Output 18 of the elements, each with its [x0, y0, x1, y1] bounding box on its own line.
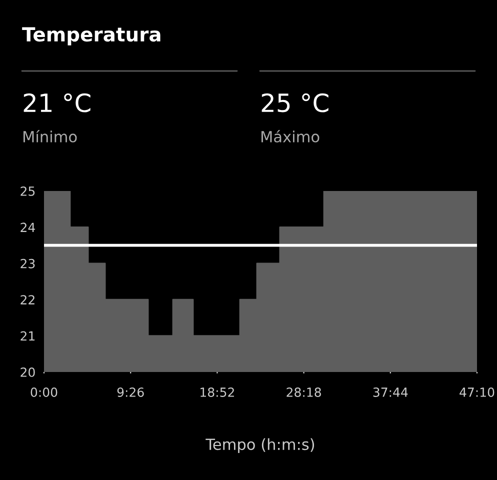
x-tick-label: 9:26 — [117, 388, 144, 397]
y-tick-label: 21 — [20, 331, 35, 341]
text: 21 °C — [24, 93, 90, 112]
text: 25 °C — [262, 93, 328, 112]
x-tick-label: 0:00 — [30, 388, 58, 397]
y-tick-label: 22 — [20, 295, 34, 304]
x-axis-title: Tempo (h:m:s) — [206, 438, 314, 454]
text: Máximo — [262, 130, 320, 142]
x-tick-label: 47:10 — [460, 388, 494, 397]
y-tick-label: 20 — [20, 367, 35, 377]
chart-title: Temperatura — [22, 27, 160, 46]
x-tick-label: 18:52 — [200, 388, 234, 397]
y-tick-label: 23 — [20, 258, 35, 268]
x-tick-label: 37:44 — [373, 388, 408, 397]
x-tick-label: 28:18 — [286, 388, 321, 397]
y-tick-label: 24 — [20, 222, 35, 232]
y-tick-label: 25 — [20, 186, 35, 196]
text: Mínimo — [24, 130, 77, 142]
